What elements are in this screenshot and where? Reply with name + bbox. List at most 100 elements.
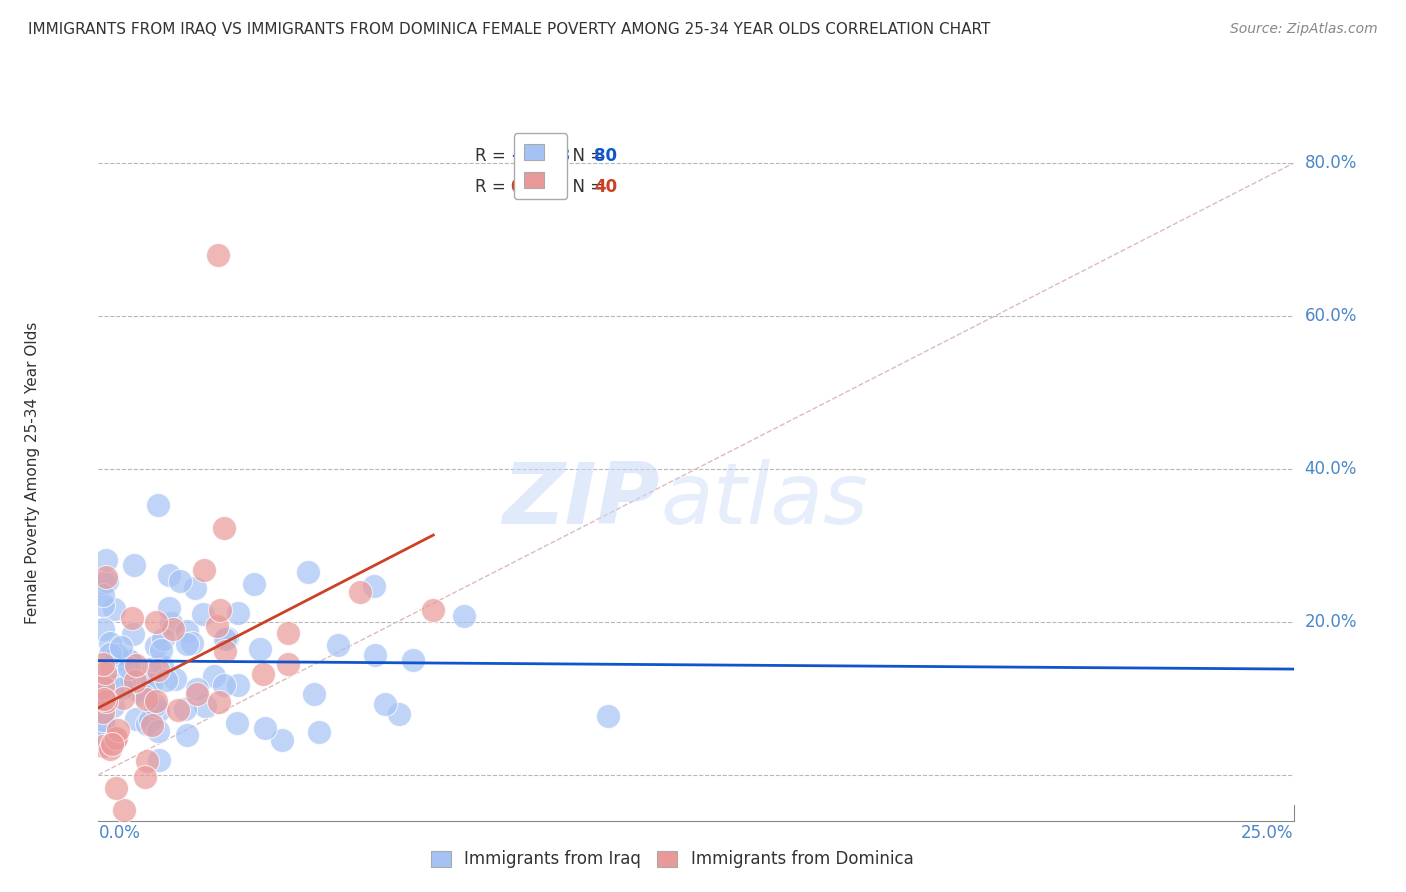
Point [243,576,266,591]
Point [125,658,148,673]
Point [91,622,114,636]
Point [98,648,121,662]
Point [297,566,319,580]
Point [148,663,170,677]
Point [212,521,235,535]
Point [91,588,114,602]
Point [214,644,236,658]
Point [176,728,198,742]
Text: 60.0%: 60.0% [1305,307,1357,325]
Point [120,673,142,687]
Point [145,615,167,629]
Point [143,698,166,712]
Point [141,677,163,691]
Point [94,666,117,681]
Text: 0.0%: 0.0% [98,824,141,842]
Point [91,680,114,694]
Point [202,669,225,683]
Text: atlas: atlas [661,459,868,542]
Point [107,723,129,737]
Point [186,687,208,701]
Point [110,640,132,655]
Point [121,610,143,624]
Point [208,603,231,617]
Point [160,615,183,630]
Point [94,553,117,567]
Point [205,618,228,632]
Text: 40: 40 [595,178,617,196]
Point [104,731,127,745]
Point [173,702,195,716]
Point [101,659,124,673]
Text: R =: R = [475,147,510,165]
Point [148,753,170,767]
Text: ZIP: ZIP [502,459,661,542]
Point [103,602,125,616]
Text: N =: N = [562,178,609,196]
Point [157,601,180,615]
Point [363,579,385,593]
Point [388,707,411,722]
Point [117,653,139,667]
Point [150,659,173,673]
Point [207,248,229,262]
Point [91,733,114,747]
Point [98,741,121,756]
Point [132,688,155,702]
Text: R =: R = [475,178,510,196]
Text: 25.0%: 25.0% [1241,824,1294,842]
Point [104,679,127,693]
Point [176,624,198,638]
Point [139,662,162,676]
Point [214,678,236,692]
Point [217,632,239,646]
Point [277,657,299,671]
Point [145,640,167,654]
Point [270,733,292,747]
Point [193,563,215,577]
Point [226,678,249,692]
Point [136,717,159,731]
Text: Source: ZipAtlas.com: Source: ZipAtlas.com [1230,22,1378,37]
Point [139,713,162,727]
Point [125,712,148,726]
Point [93,692,115,706]
Point [194,698,217,713]
Point [96,574,118,589]
Point [120,655,142,669]
Point [208,695,231,709]
Point [98,636,121,650]
Point [186,682,208,697]
Point [152,632,174,646]
Point [225,715,247,730]
Point [374,698,396,712]
Point [134,771,156,785]
Text: 20.0%: 20.0% [1305,613,1357,631]
Point [249,642,271,657]
Point [105,780,128,795]
Point [146,704,169,718]
Text: 0.534: 0.534 [510,178,564,196]
Point [364,648,387,662]
Point [105,648,128,663]
Point [118,661,141,675]
Point [112,691,135,706]
Point [100,737,122,751]
Point [191,607,214,622]
Point [176,637,198,651]
Point [226,606,249,620]
Text: -0.013: -0.013 [510,147,569,165]
Point [91,598,114,612]
Point [146,724,169,739]
Point [141,718,163,732]
Legend: Immigrants from Iraq, Immigrants from Dominica: Immigrants from Iraq, Immigrants from Do… [425,844,920,875]
Point [165,672,187,686]
Point [149,643,172,657]
Point [162,622,184,636]
Point [349,585,371,599]
Point [121,627,143,641]
Point [91,705,114,719]
Point [124,673,146,688]
Point [155,673,177,688]
Point [122,558,145,573]
